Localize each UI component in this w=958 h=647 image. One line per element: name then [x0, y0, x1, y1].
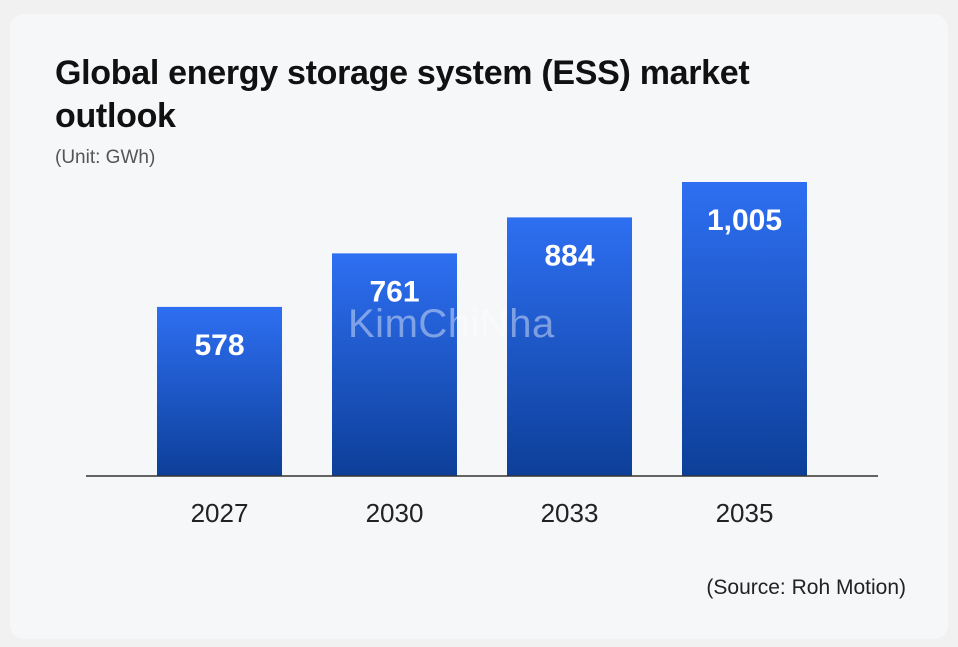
bar-2030: [332, 253, 457, 476]
value-label-2033: 884: [544, 239, 594, 272]
value-label-2030: 761: [369, 275, 419, 308]
chart-unit-label: (Unit: GWh): [55, 147, 156, 168]
x-tick-label-2035: 2035: [716, 498, 774, 528]
chart-title: Global energy storage system (ESS) marke…: [55, 54, 750, 135]
source-note: (Source: Roh Motion): [706, 576, 906, 599]
bar-2033: [507, 217, 632, 476]
x-tick-label-2030: 2030: [366, 498, 424, 528]
bar-2027: [157, 306, 282, 476]
x-tick-label-2033: 2033: [541, 498, 599, 528]
x-tick-label-2027: 2027: [191, 498, 249, 528]
value-label-2027: 578: [194, 329, 244, 362]
value-label-2035: 1,005: [707, 204, 782, 237]
bar-2035: [682, 182, 807, 476]
